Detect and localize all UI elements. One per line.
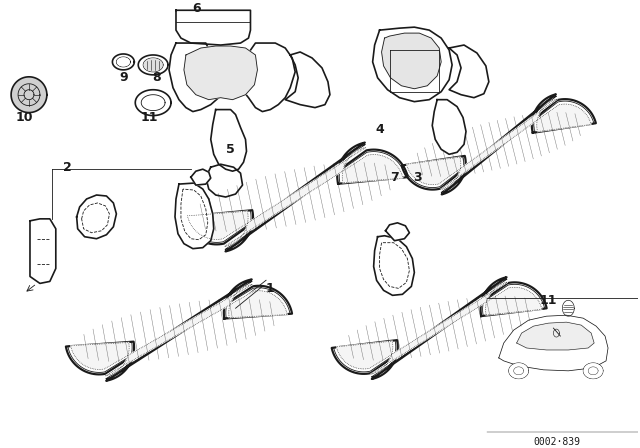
Polygon shape <box>332 277 547 379</box>
Polygon shape <box>117 58 129 66</box>
Text: 11: 11 <box>540 294 557 307</box>
Polygon shape <box>12 78 46 112</box>
Text: 5: 5 <box>226 143 235 156</box>
Polygon shape <box>206 164 243 197</box>
Polygon shape <box>66 280 292 381</box>
Polygon shape <box>509 364 527 378</box>
Polygon shape <box>191 169 211 185</box>
Text: 7: 7 <box>390 171 399 184</box>
Polygon shape <box>449 45 489 98</box>
Polygon shape <box>285 52 330 108</box>
Polygon shape <box>144 59 162 71</box>
Text: 10: 10 <box>15 111 33 124</box>
Polygon shape <box>499 315 608 371</box>
Text: 4: 4 <box>375 123 384 136</box>
Polygon shape <box>372 27 452 102</box>
Polygon shape <box>77 195 116 239</box>
Text: 3: 3 <box>413 171 422 184</box>
Polygon shape <box>211 110 246 171</box>
Polygon shape <box>374 236 414 295</box>
Text: 11: 11 <box>140 111 158 124</box>
Polygon shape <box>176 10 250 45</box>
Polygon shape <box>402 94 596 194</box>
Polygon shape <box>432 99 466 154</box>
Text: 9: 9 <box>119 71 127 84</box>
Polygon shape <box>337 282 542 374</box>
Polygon shape <box>30 219 56 284</box>
Text: 0002·839: 0002·839 <box>533 437 580 448</box>
Polygon shape <box>516 322 594 350</box>
Polygon shape <box>169 43 295 112</box>
Polygon shape <box>188 147 403 246</box>
Polygon shape <box>184 46 257 99</box>
Polygon shape <box>406 99 591 190</box>
Text: 2: 2 <box>63 161 72 174</box>
Polygon shape <box>381 33 441 89</box>
Text: 6: 6 <box>193 2 201 15</box>
Polygon shape <box>71 284 287 376</box>
Polygon shape <box>385 223 410 241</box>
Polygon shape <box>182 142 408 251</box>
Text: 8: 8 <box>152 71 161 84</box>
Text: 1: 1 <box>266 282 275 295</box>
Polygon shape <box>136 91 170 115</box>
Polygon shape <box>584 364 602 378</box>
Polygon shape <box>175 183 214 249</box>
